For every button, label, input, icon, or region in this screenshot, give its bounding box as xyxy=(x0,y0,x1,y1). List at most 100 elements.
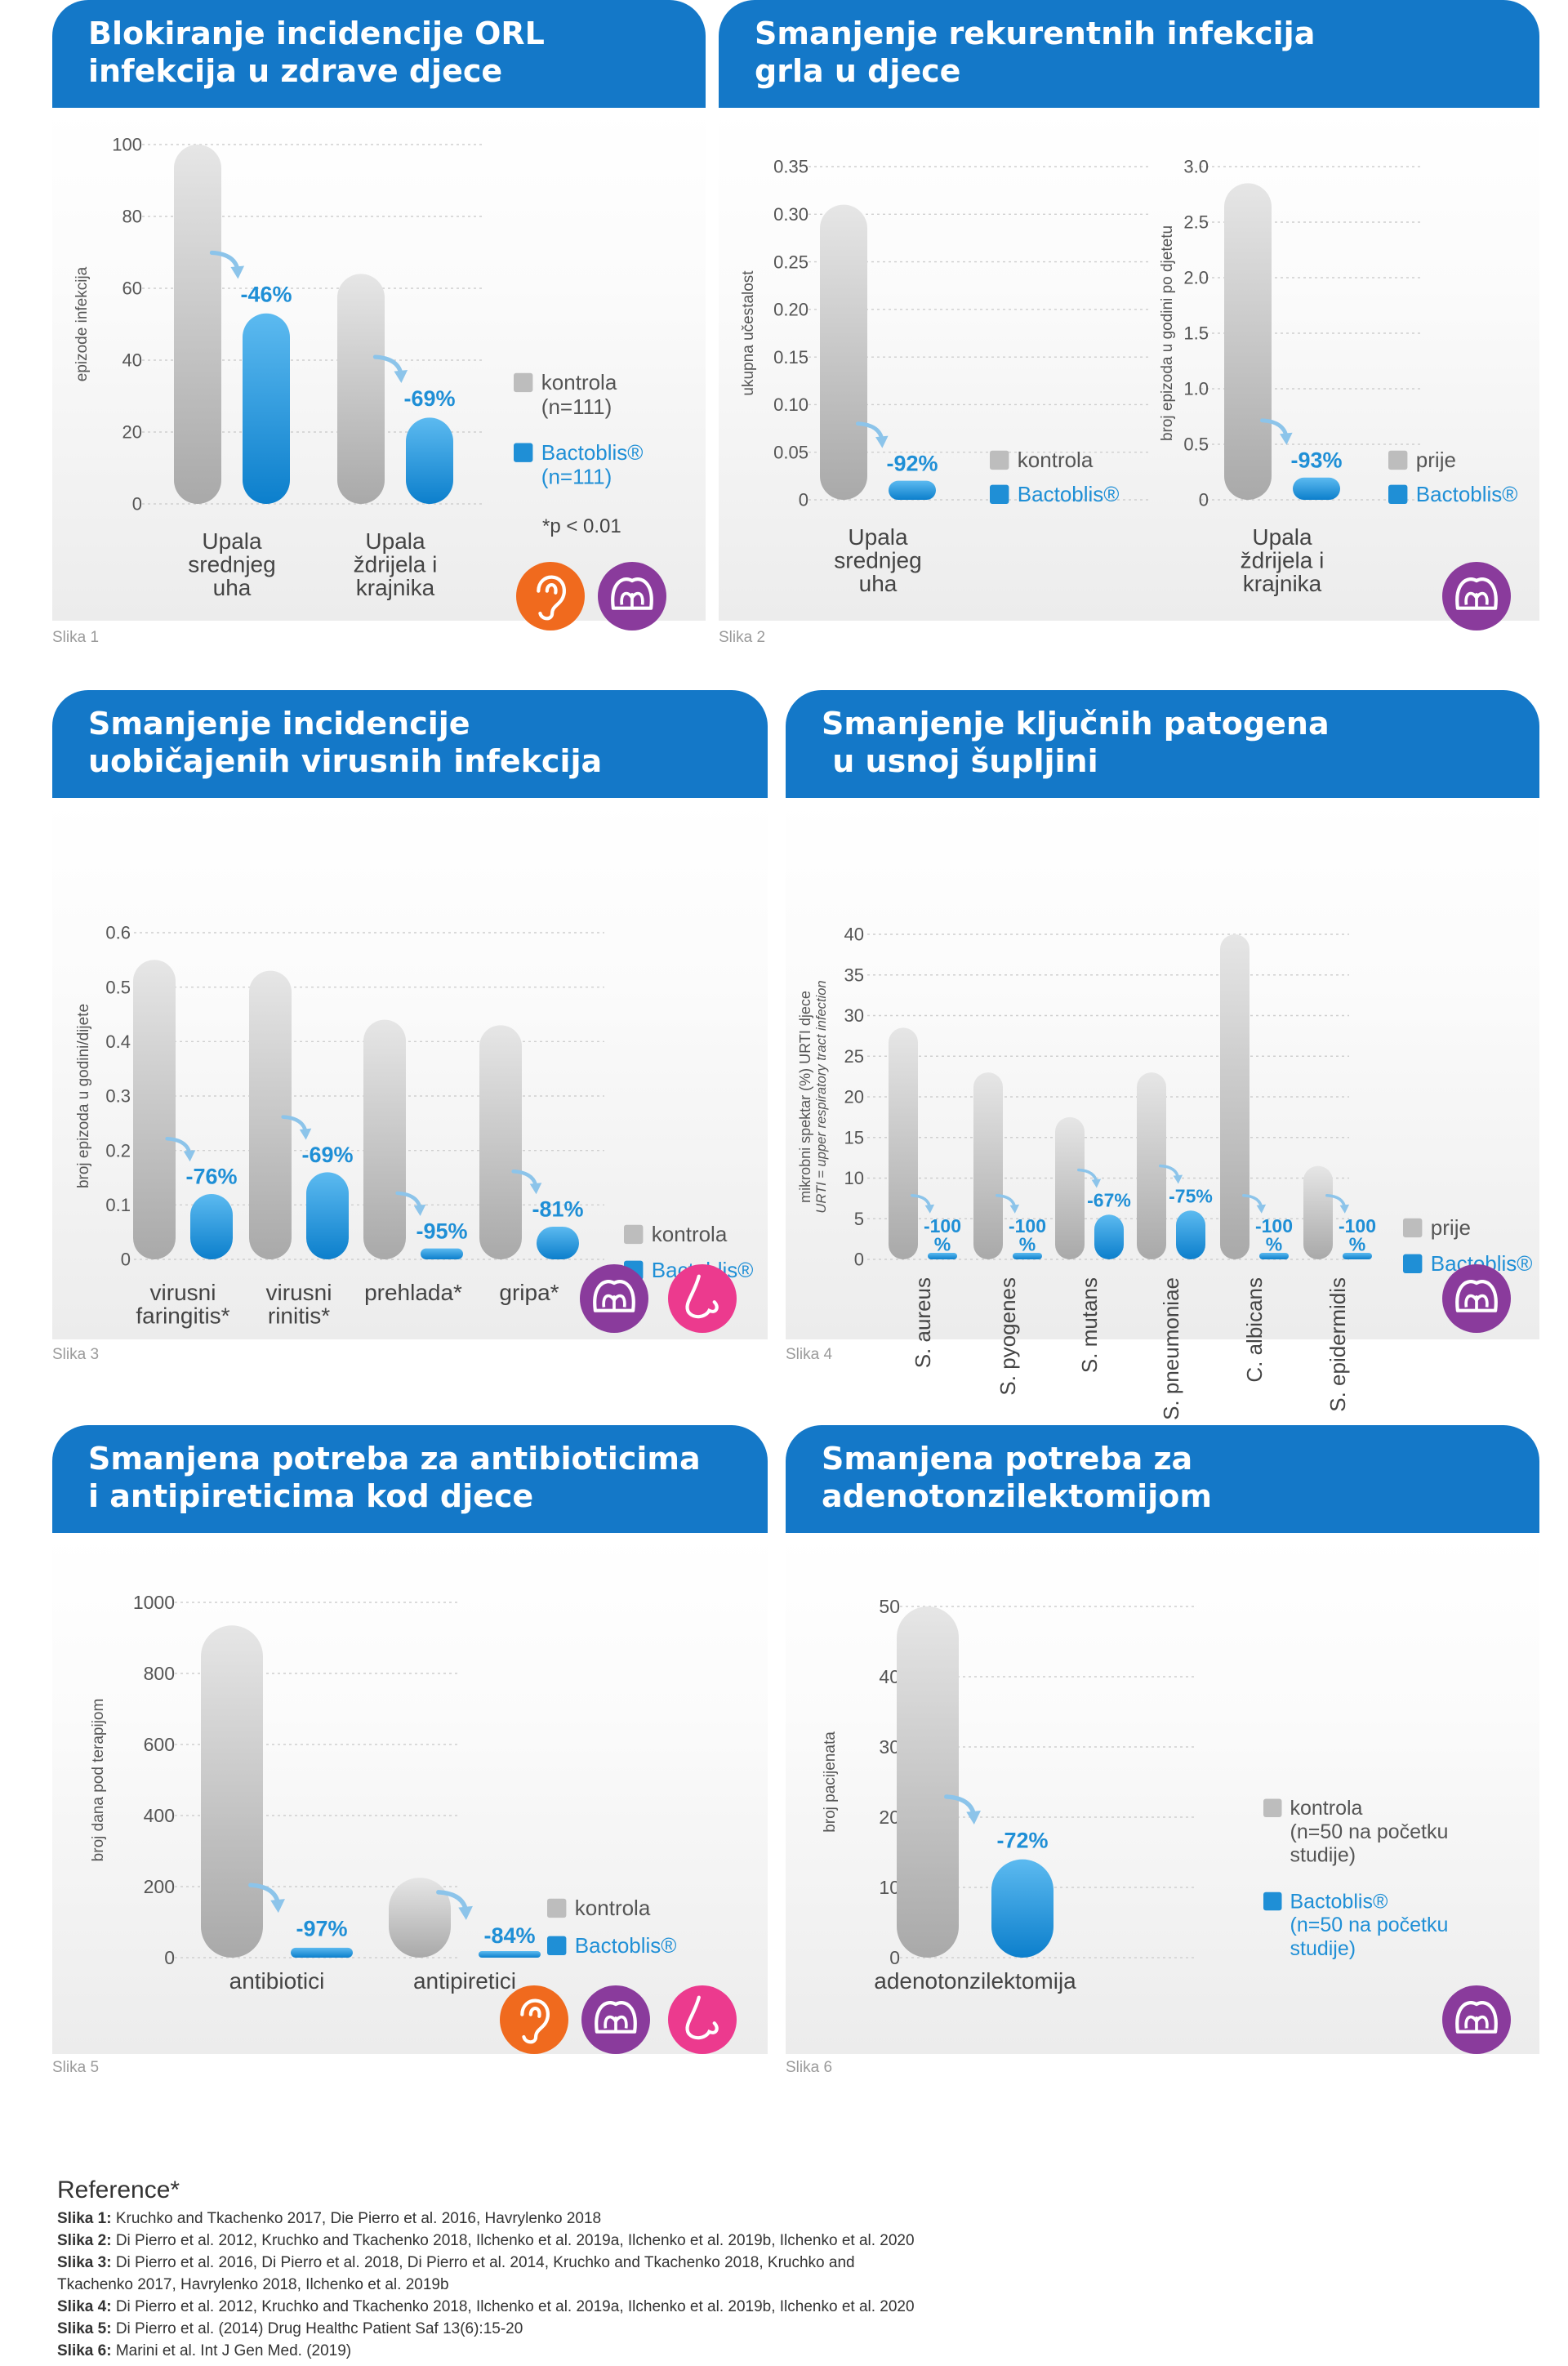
ear-icon xyxy=(500,1985,568,2054)
y-tick-label: 0 xyxy=(854,1250,864,1270)
y-tick-label: 0 xyxy=(164,1947,175,1968)
bar-control xyxy=(363,1019,406,1259)
bar-control xyxy=(1137,1072,1166,1259)
icon-glyph xyxy=(611,577,653,610)
icon-glyph xyxy=(685,1274,719,1319)
panel-slika-5: Smanjena potreba za antibioticima i anti… xyxy=(52,1425,768,2054)
y-tick-label: 30 xyxy=(879,1736,900,1758)
y-tick-label: 100 xyxy=(112,135,142,155)
reduction-arrow-head xyxy=(299,1128,312,1140)
legend-swatch-control xyxy=(1263,1798,1282,1817)
y-tick-label: 200 xyxy=(144,1876,175,1897)
legend-label-control: studije) xyxy=(1290,1844,1356,1867)
bar-bactoblis xyxy=(1293,477,1340,500)
y-tick-label: 800 xyxy=(144,1663,175,1684)
legend-label-treat: Bactoblis® xyxy=(575,1933,677,1958)
category-label: Upala xyxy=(202,528,262,554)
bar-bactoblis xyxy=(190,1194,233,1259)
reduction-arrow-head xyxy=(1256,1204,1267,1214)
reduction-arrow-head xyxy=(270,1899,285,1914)
reference-item: Slika 3: Di Pierro et al. 2016, Di Pierr… xyxy=(57,2252,1527,2274)
legend-swatch-treat xyxy=(1403,1254,1423,1274)
legend-label-treat: Bactoblis® xyxy=(1018,482,1120,506)
bar-control xyxy=(174,145,221,504)
icon-glyph xyxy=(685,1995,719,2040)
panel-slika-1: Blokiranje incidencije ORL infekcija u z… xyxy=(52,0,706,630)
category-label: krajnika xyxy=(356,575,435,600)
reduction-label: -75% xyxy=(1169,1186,1213,1207)
y-tick-label: 0.15 xyxy=(773,347,808,368)
y-tick-label: 0 xyxy=(121,1250,131,1270)
category-label: krajnika xyxy=(1243,571,1322,596)
reduction-arrow-head xyxy=(966,1810,981,1825)
reference-text: Di Pierro et al. 2016, Di Pierro et al. … xyxy=(115,2254,855,2271)
bar-control xyxy=(897,1606,959,1958)
bar-control xyxy=(1224,183,1272,500)
bar-bactoblis xyxy=(479,1951,541,1958)
icon-glyph-inner xyxy=(545,583,558,595)
y-tick-label: 15 xyxy=(844,1127,864,1147)
bar-control xyxy=(1303,1165,1333,1259)
panel-title-line-2: infekcija u zdrave djece xyxy=(88,53,503,89)
reduction-label: % xyxy=(1266,1233,1282,1254)
throat-icon xyxy=(1442,1264,1511,1333)
reference-item: Slika 6: Marini et al. Int J Gen Med. (2… xyxy=(57,2340,1527,2362)
reduction-label: -76% xyxy=(185,1165,237,1189)
y-tick-label: 10 xyxy=(879,1877,900,1898)
reduction-arrow-head xyxy=(458,1905,473,1920)
reference-label: Slika 5: xyxy=(57,2320,116,2337)
reduction-label: -93% xyxy=(1290,448,1342,472)
legend-swatch-control xyxy=(514,372,533,393)
category-label: antibiotici xyxy=(229,1968,325,1994)
nose-icon xyxy=(668,1264,737,1333)
legend-label-treat: Bactoblis® xyxy=(541,440,644,465)
y-tick-label: 400 xyxy=(144,1805,175,1826)
reduction-arrow-head xyxy=(183,1150,196,1162)
bar-bactoblis xyxy=(1176,1210,1205,1259)
category-label: S. mutans xyxy=(1077,1277,1102,1373)
panel-slika-2: Smanjenje rekurentnih infekcija grla u d… xyxy=(719,0,1539,630)
bar-control xyxy=(249,970,292,1259)
panel-title-line-1: Smanjena potreba za antibioticima xyxy=(88,1441,701,1477)
y-axis-label: broj dana pod terapijom xyxy=(90,1699,107,1862)
bar-control xyxy=(889,1027,918,1259)
legend-swatch-control xyxy=(1403,1218,1423,1238)
panel-title-line-1: Blokiranje incidencije ORL xyxy=(88,16,545,51)
y-tick-label: 10 xyxy=(844,1168,864,1188)
y-tick-label: 0 xyxy=(1199,490,1209,510)
category-label: S. pneumoniae xyxy=(1159,1277,1183,1420)
reduction-arrow-head xyxy=(413,1204,426,1216)
legend-label-control: kontrola xyxy=(1018,448,1094,472)
panel-body xyxy=(52,1533,768,2054)
y-tick-label: 0.6 xyxy=(105,923,131,943)
y-tick-label: 0.2 xyxy=(105,1140,131,1161)
ear-icon xyxy=(516,562,585,630)
category-label: S. pyogenes xyxy=(996,1277,1020,1396)
category-label: uha xyxy=(859,571,898,596)
bar-bactoblis xyxy=(306,1172,349,1259)
icon-glyph-inner xyxy=(528,2007,541,2018)
figure-caption: Slika 2 xyxy=(719,629,766,646)
y-tick-label: 0.20 xyxy=(773,300,808,320)
category-label: srednjeg xyxy=(834,548,921,573)
y-tick-label: 35 xyxy=(844,965,864,985)
category-label: C. albicans xyxy=(1242,1277,1267,1383)
bar-control xyxy=(1055,1116,1085,1259)
panel-title-line-1: Smanjenje incidencije xyxy=(88,706,470,742)
legend-label-control: kontrola xyxy=(575,1896,651,1920)
category-label: adenotonzilektomija xyxy=(874,1968,1076,1994)
panel-slika-6: Smanjena potreba za adenotonzilektomijom… xyxy=(786,1425,1539,2054)
reference-label: Slika 4: xyxy=(57,2298,116,2315)
panel-title: Smanjenje incidencije uobičajenih virusn… xyxy=(52,690,768,798)
throat-icon xyxy=(581,1985,650,2054)
references-list: Slika 1: Kruchko and Tkachenko 2017, Die… xyxy=(57,2208,1527,2362)
chart-slika-3: 0.6 0.5 0.4 0.3 0.2 0.1 0 broj epizoda u godini… xyxy=(75,923,753,1333)
reduction-label: -100 xyxy=(924,1215,961,1236)
y-tick-label: 0.35 xyxy=(773,157,808,177)
bar-bactoblis xyxy=(243,313,290,504)
y-tick-label: 30 xyxy=(844,1005,864,1026)
reduction-label: -81% xyxy=(532,1197,583,1222)
reference-text: Di Pierro et al. (2014) Drug Healthc Pat… xyxy=(115,2320,523,2337)
bar-control xyxy=(201,1625,263,1958)
y-tick-label: 0.4 xyxy=(105,1032,131,1052)
